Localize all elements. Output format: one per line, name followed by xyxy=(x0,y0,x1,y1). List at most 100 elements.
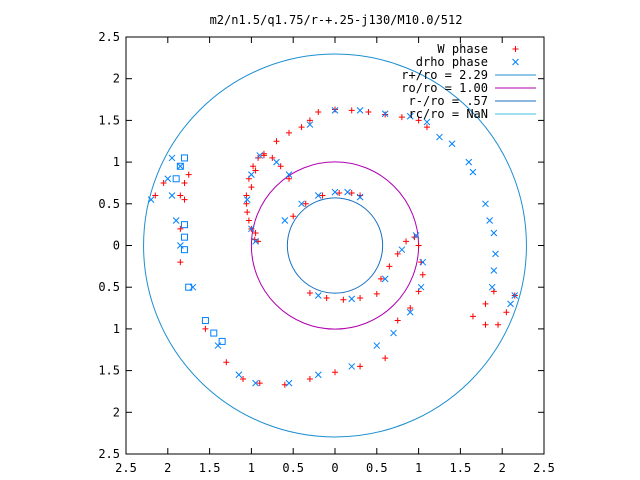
series-0-point-72 xyxy=(482,321,489,328)
y-tick-label-2: 1.5 xyxy=(98,113,120,127)
series-1-point-48 xyxy=(164,175,172,183)
series-0-point-29 xyxy=(423,124,430,131)
circle-0 xyxy=(143,53,527,438)
series-0-point-48 xyxy=(323,295,330,302)
series-1-point-14 xyxy=(256,152,264,159)
series-0-point-47 xyxy=(306,290,313,297)
series-1-point-52 xyxy=(381,110,389,118)
series-1-point-32 xyxy=(373,342,381,349)
x-tick-label-5: 0 xyxy=(331,461,338,475)
series-1-point-7 xyxy=(492,250,499,258)
series-0-point-55 xyxy=(306,375,313,382)
y-tick-label-3: 1 xyxy=(113,155,120,169)
series-1-point-5 xyxy=(486,217,494,224)
x-tick-label-9: 2 xyxy=(499,461,506,475)
series-1-point-28 xyxy=(419,258,427,266)
series-1-point-27 xyxy=(412,232,420,239)
chart-title: m2/n1.5/q1.75/r-+.25-j130/M10.0/512 xyxy=(210,13,463,27)
series-1-point-2 xyxy=(465,158,473,166)
series-1-point-3 xyxy=(469,168,477,176)
y-tick-label-0: 2.5 xyxy=(98,30,120,44)
series-0-point-43 xyxy=(419,271,426,278)
series-1-point-38 xyxy=(252,379,259,387)
series-0-point-20 xyxy=(298,124,305,131)
series-0-point-73 xyxy=(495,321,502,328)
series-1-point-39 xyxy=(235,371,243,379)
series-0-point-24 xyxy=(348,107,355,114)
series-1-point-10 xyxy=(507,300,514,308)
series-0-point-36 xyxy=(377,275,384,282)
series-1-point-29 xyxy=(417,283,425,291)
series-1-point-43 xyxy=(172,217,180,224)
series-2-point-2 xyxy=(181,221,189,229)
series-0-point-54 xyxy=(332,369,338,376)
series-0-point-60 xyxy=(202,325,209,332)
series-0-point-57 xyxy=(256,380,263,387)
y-tick-label-1: 2 xyxy=(113,72,120,86)
circle-1 xyxy=(250,161,420,330)
series-1-point-6 xyxy=(490,229,498,237)
circle-2 xyxy=(286,197,384,294)
x-tick-label-4: 0.5 xyxy=(282,461,304,475)
series-1-point-25 xyxy=(381,275,389,283)
series-0-point-23 xyxy=(332,106,338,113)
series-0-point-5 xyxy=(250,163,257,170)
legend-marker-0 xyxy=(512,46,519,52)
series-2-point-6 xyxy=(210,329,218,337)
legend-label-1: drho phase xyxy=(416,55,488,69)
x-tick-label-10: 2.5 xyxy=(533,461,555,475)
legend-label-0: W phase xyxy=(437,42,488,56)
series-1-point-50 xyxy=(331,107,339,114)
series-1-point-15 xyxy=(248,171,255,178)
y-tick-label-10: 2.5 xyxy=(98,447,120,461)
series-0-point-1 xyxy=(277,163,284,170)
series-0-point-70 xyxy=(482,300,489,307)
x-tick-label-8: 1.5 xyxy=(450,461,472,475)
series-0-point-51 xyxy=(373,290,380,297)
series-0-point-28 xyxy=(415,117,422,124)
series-1-point-42 xyxy=(176,242,184,249)
series-0-point-31 xyxy=(302,200,309,207)
y-tick-label-5: 0 xyxy=(113,239,120,253)
series-1-point-19 xyxy=(281,217,289,224)
series-1-point-34 xyxy=(348,295,356,303)
series-1-point-12 xyxy=(285,171,293,178)
axis-ticks: 2.5 2 1.5 1 0.5 0 0.5 1 1.5 2 2.52.521.510.500.511… xyxy=(98,30,555,475)
series-0-point-0 xyxy=(286,175,293,182)
series-0-point-64 xyxy=(181,196,188,203)
series-1-point-41 xyxy=(189,283,197,291)
series-0-point-52 xyxy=(382,355,389,362)
series-0-point-66 xyxy=(185,171,192,178)
series-2-point-0 xyxy=(181,233,189,241)
series-0-point-19 xyxy=(286,129,293,136)
series-1-point-13 xyxy=(273,158,280,166)
series-0-point-61 xyxy=(177,259,184,266)
series-2-point-8 xyxy=(172,175,180,183)
y-tick-label-8: 1.5 xyxy=(98,364,120,378)
series-1-point-22 xyxy=(331,188,339,196)
series-2-point-9 xyxy=(176,162,184,170)
series-1-point-0 xyxy=(436,133,443,141)
series-1-point-11 xyxy=(511,292,519,299)
series-0-point-4 xyxy=(255,154,262,161)
series-0-point-2 xyxy=(269,154,276,161)
series-2-point-3 xyxy=(185,283,193,291)
series-0-point-59 xyxy=(223,359,230,366)
series-0-point-63 xyxy=(181,179,188,186)
series-0-point-53 xyxy=(357,363,364,370)
series-1-point-40 xyxy=(214,342,222,349)
x-tick-label-3: 1 xyxy=(248,461,255,475)
y-tick-label-6: 0.5 xyxy=(98,280,120,294)
series-0-point-16 xyxy=(252,167,259,174)
series-2-point-4 xyxy=(201,317,209,325)
series-1-point-44 xyxy=(168,192,176,199)
series-0-point-58 xyxy=(240,375,247,382)
legend-label-5: rc/ro = NaN xyxy=(409,107,488,121)
series-0-point-22 xyxy=(315,109,322,116)
series-0-point-68 xyxy=(160,179,167,186)
series-1-point-37 xyxy=(285,379,293,387)
series-1-point-18 xyxy=(252,237,259,245)
series-0-point-13 xyxy=(245,217,252,224)
series-1-point-16 xyxy=(243,196,251,203)
